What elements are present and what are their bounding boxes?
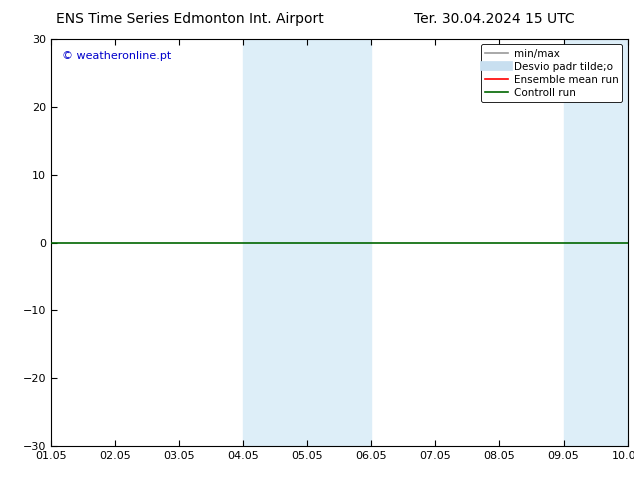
Text: © weatheronline.pt: © weatheronline.pt bbox=[62, 51, 172, 61]
Text: Ter. 30.04.2024 15 UTC: Ter. 30.04.2024 15 UTC bbox=[414, 12, 575, 26]
Text: ENS Time Series Edmonton Int. Airport: ENS Time Series Edmonton Int. Airport bbox=[56, 12, 324, 26]
Bar bbox=[564, 39, 595, 446]
Bar bbox=[243, 39, 275, 446]
Bar bbox=[275, 39, 372, 446]
Legend: min/max, Desvio padr tilde;o, Ensemble mean run, Controll run: min/max, Desvio padr tilde;o, Ensemble m… bbox=[481, 45, 623, 102]
Bar bbox=[595, 39, 628, 446]
